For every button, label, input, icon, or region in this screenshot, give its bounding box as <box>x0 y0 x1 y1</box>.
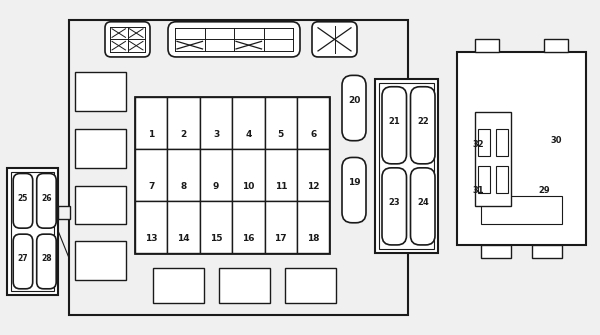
Text: 11: 11 <box>275 182 287 191</box>
Bar <box>11 172 54 291</box>
FancyBboxPatch shape <box>342 75 366 141</box>
FancyBboxPatch shape <box>168 22 300 57</box>
Text: 27: 27 <box>17 254 28 263</box>
Text: 23: 23 <box>388 198 400 207</box>
Bar <box>532 245 562 258</box>
Bar <box>457 52 586 245</box>
Bar <box>478 129 490 156</box>
Text: 16: 16 <box>242 234 254 243</box>
Text: 4: 4 <box>245 130 251 139</box>
FancyBboxPatch shape <box>382 168 407 245</box>
Bar <box>167 149 200 201</box>
Text: 8: 8 <box>181 182 187 191</box>
Bar <box>475 112 511 206</box>
Bar <box>135 201 167 253</box>
Text: 3: 3 <box>213 130 219 139</box>
Text: 10: 10 <box>242 182 254 191</box>
Text: 32: 32 <box>472 140 484 148</box>
Text: 13: 13 <box>145 234 157 243</box>
Bar <box>478 166 490 193</box>
FancyBboxPatch shape <box>312 22 357 57</box>
Bar <box>167 201 200 253</box>
FancyBboxPatch shape <box>342 157 366 223</box>
Text: 30: 30 <box>550 136 562 145</box>
Bar <box>496 129 508 156</box>
Text: 25: 25 <box>18 194 28 203</box>
FancyBboxPatch shape <box>37 234 56 289</box>
Bar <box>265 149 297 201</box>
Bar <box>379 83 434 249</box>
Bar <box>75 72 126 111</box>
Bar <box>135 149 167 201</box>
Bar <box>232 97 265 149</box>
Text: 2: 2 <box>181 130 187 139</box>
Text: 21: 21 <box>388 117 400 126</box>
FancyBboxPatch shape <box>13 174 33 228</box>
FancyBboxPatch shape <box>410 87 435 164</box>
Text: 31: 31 <box>472 187 484 195</box>
Text: Fuse-Box.info: Fuse-Box.info <box>207 155 417 247</box>
Text: 7: 7 <box>148 182 154 191</box>
Bar <box>75 241 126 280</box>
Bar <box>200 149 232 201</box>
Text: 19: 19 <box>347 178 361 187</box>
Text: 26: 26 <box>41 194 52 203</box>
Bar <box>135 97 167 149</box>
Text: 18: 18 <box>307 234 319 243</box>
Text: 1: 1 <box>148 130 154 139</box>
Text: 20: 20 <box>348 96 360 105</box>
Bar <box>297 149 329 201</box>
Bar <box>232 149 265 201</box>
Text: 5: 5 <box>278 130 284 139</box>
Bar <box>58 206 70 219</box>
Bar <box>475 39 499 52</box>
Bar <box>135 97 329 253</box>
Bar <box>7 168 58 295</box>
Text: 14: 14 <box>177 234 190 243</box>
Text: 15: 15 <box>210 234 222 243</box>
Text: 17: 17 <box>274 234 287 243</box>
FancyBboxPatch shape <box>382 87 407 164</box>
Bar <box>285 268 336 303</box>
Bar <box>297 201 329 253</box>
Bar <box>481 245 511 258</box>
Bar <box>232 201 265 253</box>
Bar <box>69 20 408 315</box>
Text: 9: 9 <box>213 182 219 191</box>
Text: 22: 22 <box>417 117 428 126</box>
Bar <box>481 196 562 224</box>
Bar <box>375 79 438 253</box>
Bar <box>265 201 297 253</box>
FancyBboxPatch shape <box>37 174 56 228</box>
Bar <box>167 97 200 149</box>
Bar <box>496 166 508 193</box>
FancyBboxPatch shape <box>13 234 33 289</box>
Bar <box>544 39 568 52</box>
Bar <box>200 201 232 253</box>
Bar <box>265 97 297 149</box>
Bar <box>75 186 126 224</box>
Bar <box>153 268 204 303</box>
Text: 29: 29 <box>538 187 550 195</box>
FancyBboxPatch shape <box>105 22 150 57</box>
Bar <box>219 268 270 303</box>
Text: 28: 28 <box>41 254 52 263</box>
FancyBboxPatch shape <box>410 168 435 245</box>
Bar <box>297 97 329 149</box>
Bar <box>200 97 232 149</box>
Text: 6: 6 <box>310 130 316 139</box>
Bar <box>75 129 126 168</box>
Text: 12: 12 <box>307 182 319 191</box>
Text: 24: 24 <box>417 198 428 207</box>
